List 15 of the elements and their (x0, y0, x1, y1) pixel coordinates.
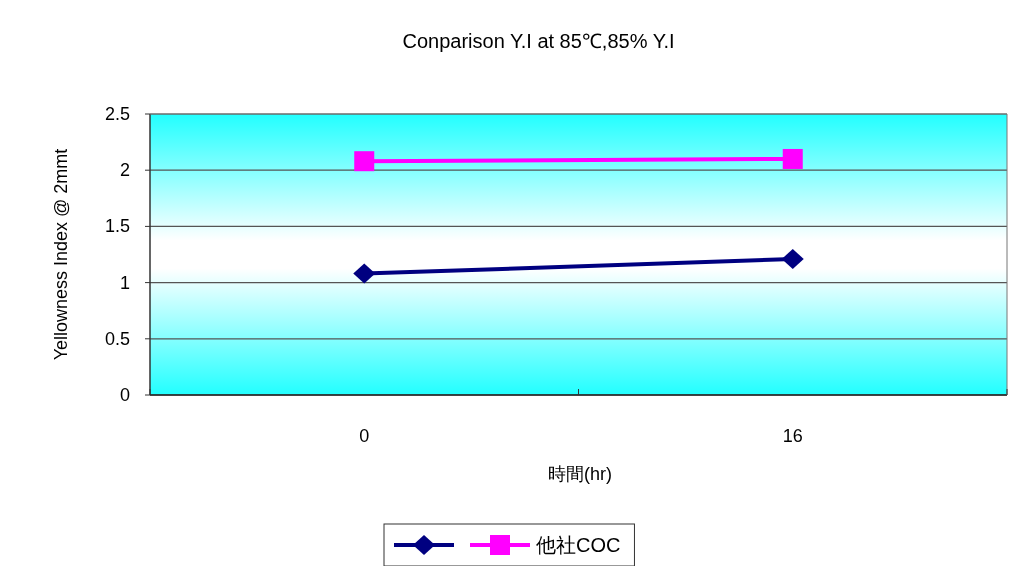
point (781, 249, 804, 269)
legend-label: 他社COC (536, 534, 621, 556)
chart-title: Conparison Y.I at 85℃,85% Y.I (402, 30, 675, 52)
y-tick-label: 1 (119, 272, 130, 293)
y-tick-label: 2 (119, 160, 130, 181)
point (354, 151, 375, 172)
y-tick-label: 2.5 (104, 104, 130, 124)
y-axis-title: Yellowness Index @ 2mmt (51, 148, 71, 361)
x-tick-label: 16 (782, 426, 803, 446)
y-tick-label: 1.5 (104, 216, 130, 237)
y-tick-label: 0.5 (104, 328, 130, 349)
point (782, 148, 803, 169)
y-tick-label: 0 (119, 385, 130, 405)
point (353, 263, 376, 284)
x-axis-title: 時間(hr) (548, 464, 612, 484)
